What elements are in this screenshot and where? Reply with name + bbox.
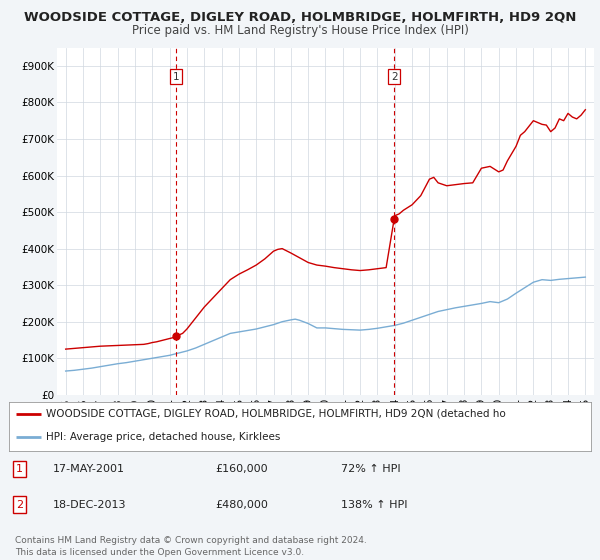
Text: £160,000: £160,000 bbox=[215, 464, 268, 474]
Text: WOODSIDE COTTAGE, DIGLEY ROAD, HOLMBRIDGE, HOLMFIRTH, HD9 2QN: WOODSIDE COTTAGE, DIGLEY ROAD, HOLMBRIDG… bbox=[24, 11, 576, 24]
Text: 18-DEC-2013: 18-DEC-2013 bbox=[53, 500, 126, 510]
Text: 1: 1 bbox=[16, 464, 23, 474]
Text: Contains HM Land Registry data © Crown copyright and database right 2024.
This d: Contains HM Land Registry data © Crown c… bbox=[15, 536, 367, 557]
Text: 17-MAY-2001: 17-MAY-2001 bbox=[53, 464, 125, 474]
Text: 1: 1 bbox=[173, 72, 179, 82]
Text: 2: 2 bbox=[391, 72, 397, 82]
Text: Price paid vs. HM Land Registry's House Price Index (HPI): Price paid vs. HM Land Registry's House … bbox=[131, 24, 469, 36]
Text: £480,000: £480,000 bbox=[215, 500, 268, 510]
Text: 138% ↑ HPI: 138% ↑ HPI bbox=[341, 500, 407, 510]
Text: WOODSIDE COTTAGE, DIGLEY ROAD, HOLMBRIDGE, HOLMFIRTH, HD9 2QN (detached ho: WOODSIDE COTTAGE, DIGLEY ROAD, HOLMBRIDG… bbox=[46, 409, 505, 419]
Text: 2: 2 bbox=[16, 500, 23, 510]
Text: 72% ↑ HPI: 72% ↑ HPI bbox=[341, 464, 400, 474]
Text: HPI: Average price, detached house, Kirklees: HPI: Average price, detached house, Kirk… bbox=[46, 432, 280, 442]
